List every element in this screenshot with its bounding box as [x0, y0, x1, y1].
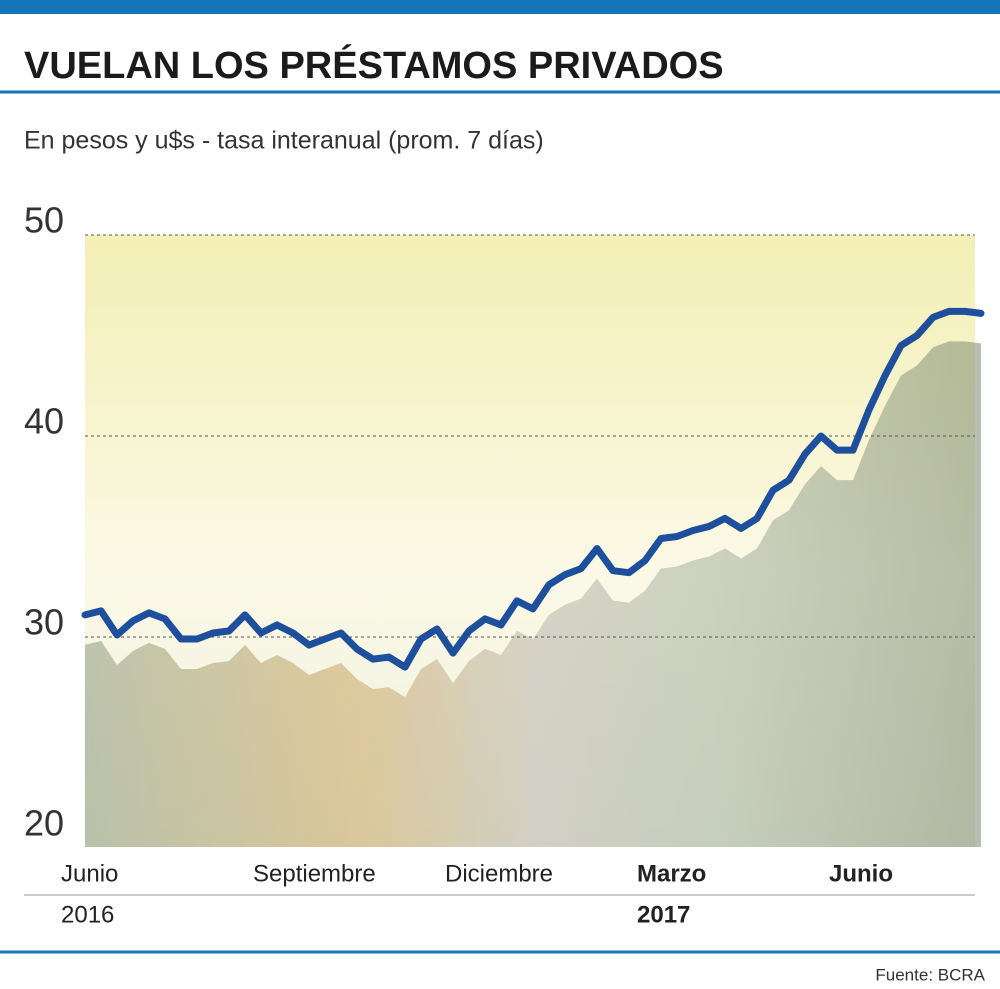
x-tick-label: Marzo — [637, 860, 706, 887]
source: Fuente: BCRA — [875, 965, 985, 984]
line — [81, 307, 985, 671]
y-tick-label: 40 — [24, 401, 64, 442]
x-tick-label: Junio — [61, 860, 118, 887]
year-label: 2017 — [637, 901, 690, 928]
top-bar — [0, 0, 1000, 14]
x-tick-label: Diciembre — [445, 860, 553, 887]
y-tick-label: 50 — [24, 200, 64, 241]
y-tick-label: 30 — [24, 602, 64, 643]
background-image — [85, 341, 981, 847]
chart-subtitle: En pesos y u$s - tasa interanual (prom. … — [24, 127, 544, 155]
plot — [81, 234, 985, 847]
x-tick-label: Junio — [829, 860, 893, 887]
chart-title: VUELAN LOS PRÉSTAMOS PRIVADOS — [24, 43, 724, 87]
year-label: 2016 — [61, 901, 114, 928]
y-tick-label: 20 — [24, 803, 64, 844]
x-tick-label: Septiembre — [253, 860, 376, 887]
